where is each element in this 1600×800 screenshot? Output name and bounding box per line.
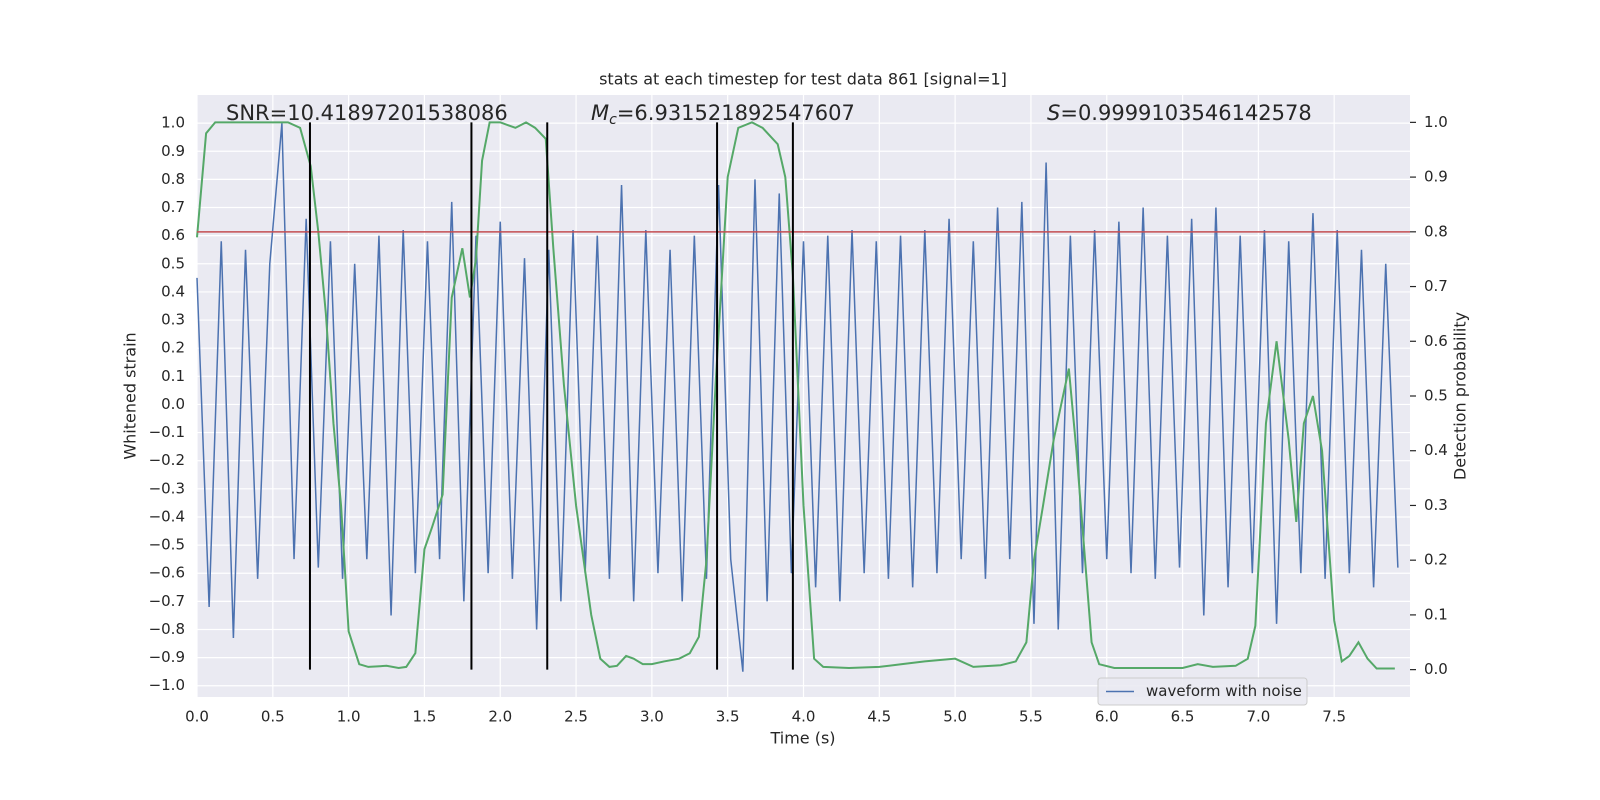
x-tick-label: 2.5 (564, 708, 588, 726)
labels: 0.0 0.5 1.0 1.5 2.0 2.5 3.0 3.5 4.0 4.5 5.0 5.5 6.0 6… (149, 101, 1448, 726)
x-tick-label: 7.5 (1322, 708, 1346, 726)
annotation-text: =0.9999103546142578 (1060, 101, 1311, 125)
y-tick-label: −0.3 (149, 479, 185, 497)
x-tick-label: 0.5 (261, 708, 285, 726)
y-tick-label: −0.8 (149, 620, 185, 638)
y-tick-label: −0.5 (149, 536, 185, 554)
legend-box (1097, 677, 1308, 706)
marks (196, 121, 1410, 672)
x-tick-label: 4.0 (792, 708, 816, 726)
y-tick-label: −0.4 (149, 507, 185, 525)
y-tick-label: 0.2 (161, 339, 185, 357)
y-tick-label: −0.9 (149, 648, 185, 666)
annotation-subscript: c (609, 112, 617, 128)
probability-line (196, 121, 1395, 670)
y-tick-label: 0.1 (161, 367, 185, 385)
annotation: Mc=6.931521892547607 (591, 101, 855, 128)
y2-tick-label: 1.0 (1424, 113, 1448, 131)
y-tick-label: 0.5 (161, 254, 185, 272)
x-tick-label: 2.0 (488, 708, 512, 726)
y2-tick-label: 0.6 (1424, 332, 1448, 350)
y-tick-label: −0.2 (149, 451, 185, 469)
annotation: SNR=10.41897201538086 (226, 101, 508, 125)
y-tick-label: 0.8 (161, 170, 185, 188)
y-tick-label: 0.4 (161, 282, 185, 300)
x-tick-label: 0.0 (185, 708, 209, 726)
annotation-text: SNR=10.41897201538086 (226, 101, 508, 125)
x-tick-label: 3.5 (716, 708, 740, 726)
x-tick-label: 1.0 (337, 708, 361, 726)
y-tick-label: 0.7 (161, 198, 185, 216)
y-tick-label: −0.1 (149, 423, 185, 441)
annotation-symbol: S (1047, 101, 1060, 125)
annotation-symbol: M (591, 101, 609, 125)
annotation-text: =6.931521892547607 (617, 101, 855, 125)
x-tick-label: 6.5 (1171, 708, 1195, 726)
y-tick-label: 0.3 (161, 311, 185, 329)
y-tick-label: 0.0 (161, 395, 185, 413)
annotation: S=0.9999103546142578 (1047, 101, 1312, 125)
x-tick-label: 5.0 (943, 708, 967, 726)
chart-title: stats at each timestep for test data 861… (599, 70, 1007, 89)
x-tick-label: 6.0 (1095, 708, 1119, 726)
x-axis-label: Time (s) (769, 729, 835, 748)
y2-tick-label: 0.4 (1424, 441, 1448, 459)
y2-tick-label: 0.0 (1424, 660, 1448, 678)
grid (196, 95, 1410, 697)
y2-axis-label: Detection probability (1451, 312, 1470, 480)
y2-tick-label: 0.2 (1424, 551, 1448, 569)
y-tick-label: −0.7 (149, 592, 185, 610)
y2-tick-label: 0.8 (1424, 222, 1448, 240)
y2-tick-label: 0.1 (1424, 605, 1448, 623)
x-tick-label: 7.0 (1246, 708, 1270, 726)
y-tick-label: 1.0 (161, 114, 185, 132)
y-tick-label: −1.0 (149, 676, 185, 694)
y-tick-label: −0.6 (149, 564, 185, 582)
x-tick-label: 3.0 (640, 708, 664, 726)
waveform-line (196, 123, 1399, 672)
x-tick-label: 5.5 (1019, 708, 1043, 726)
y2-tick-label: 0.5 (1424, 387, 1448, 405)
y2-tick-label: 0.7 (1424, 277, 1448, 295)
y-tick-label: 0.6 (161, 226, 185, 244)
x-tick-label: 1.5 (413, 708, 437, 726)
y-axis-label: Whitened strain (121, 332, 140, 459)
x-tick-label: 4.5 (867, 708, 891, 726)
y2-tick-label: 0.9 (1424, 168, 1448, 186)
legend-label: waveform with noise (1146, 682, 1302, 700)
y2-tick-label: 0.3 (1424, 496, 1448, 514)
y-tick-label: 0.9 (161, 142, 185, 160)
